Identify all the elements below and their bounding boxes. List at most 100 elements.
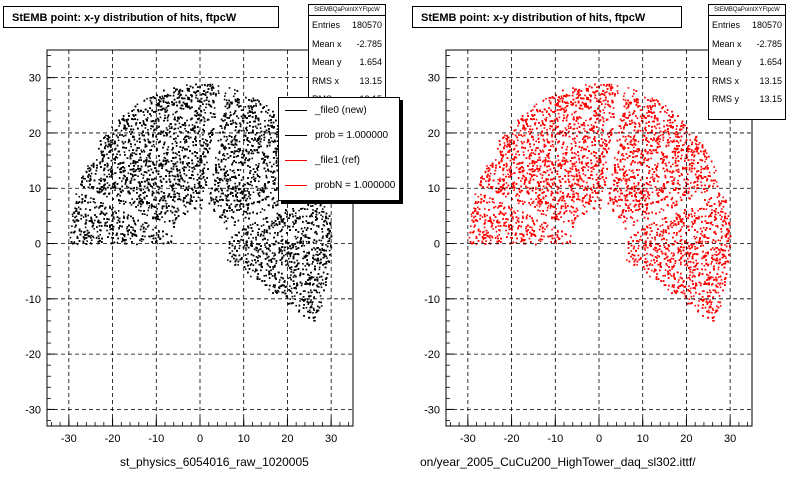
hit-point <box>174 116 176 118</box>
hit-point <box>261 230 264 233</box>
hit-point <box>143 171 146 173</box>
hit-point <box>263 209 266 211</box>
hit-point <box>156 127 158 129</box>
hit-point <box>249 141 251 143</box>
hit-point <box>246 240 248 242</box>
hit-point <box>138 170 141 173</box>
hit-point <box>294 235 297 238</box>
hit-point <box>265 105 268 107</box>
hit-point <box>316 232 318 235</box>
hit-point <box>276 136 278 138</box>
hit-point <box>250 263 253 265</box>
hit-point <box>164 157 167 160</box>
hit-point <box>268 248 270 250</box>
hit-point <box>254 270 256 273</box>
hit-point <box>228 209 231 212</box>
hit-point <box>204 179 206 181</box>
hit-point <box>322 235 324 238</box>
hit-point <box>143 99 146 102</box>
hit-point <box>278 281 281 283</box>
hit-point <box>118 227 120 229</box>
hit-point <box>199 170 202 172</box>
hit-point <box>187 96 189 99</box>
hit-point <box>289 252 292 255</box>
hit-point <box>127 172 130 175</box>
hit-point <box>319 202 322 205</box>
hit-point <box>255 103 257 105</box>
hit-point <box>91 222 94 224</box>
hit-point <box>256 99 259 101</box>
hit-point <box>155 125 158 127</box>
hit-point <box>106 182 109 184</box>
hit-point <box>114 189 116 191</box>
hit-point <box>314 320 316 322</box>
hit-point <box>241 239 244 241</box>
hit-point <box>234 89 236 91</box>
hit-point <box>161 108 164 110</box>
hit-point <box>241 193 244 195</box>
hit-point <box>269 133 271 136</box>
hit-point <box>174 196 177 198</box>
hit-point <box>172 162 174 165</box>
hit-point <box>229 177 231 180</box>
hit-point <box>268 255 270 258</box>
hit-point <box>163 205 165 208</box>
hit-point <box>204 84 206 87</box>
hit-point <box>251 157 253 160</box>
hit-point <box>86 180 88 182</box>
hit-point <box>204 112 206 114</box>
hit-point <box>122 200 125 202</box>
hit-point <box>218 92 220 94</box>
hit-point <box>220 178 223 181</box>
hit-point <box>246 209 249 211</box>
hit-point <box>219 177 222 180</box>
hit-point <box>316 278 319 280</box>
hit-point <box>186 98 189 100</box>
hit-point <box>92 187 94 190</box>
hit-point <box>142 188 145 191</box>
hit-point <box>206 161 208 164</box>
hit-point <box>252 269 254 272</box>
hit-point <box>128 190 130 192</box>
hit-point <box>218 150 221 153</box>
hit-point <box>100 150 103 153</box>
hit-point <box>266 239 269 241</box>
hit-point <box>321 279 324 281</box>
hit-point <box>130 125 133 127</box>
hit-point <box>274 177 277 180</box>
hit-point <box>229 179 232 182</box>
hit-point <box>95 205 98 208</box>
hit-point <box>144 235 146 238</box>
hit-point <box>156 160 158 163</box>
hit-point <box>136 140 138 143</box>
hit-point <box>272 182 275 185</box>
hit-point <box>320 282 322 285</box>
hit-point <box>320 283 322 286</box>
hit-point <box>299 272 302 274</box>
hit-point <box>135 122 138 124</box>
hit-point <box>84 178 86 180</box>
hit-point <box>302 240 304 243</box>
hit-point <box>254 138 257 141</box>
hit-point <box>291 291 293 294</box>
hit-point <box>305 215 308 218</box>
hit-point <box>313 309 315 311</box>
hit-point <box>147 154 149 157</box>
hit-point <box>82 240 84 243</box>
hit-point <box>224 148 226 151</box>
hit-point <box>281 250 283 252</box>
hit-point <box>138 147 140 149</box>
hit-point <box>225 147 227 149</box>
hit-point <box>122 190 124 192</box>
hit-point <box>313 289 315 291</box>
hit-point <box>305 240 308 243</box>
hit-point <box>132 226 134 229</box>
hit-point <box>327 240 329 243</box>
hit-point <box>295 304 297 307</box>
hit-point <box>118 120 121 123</box>
hit-point <box>228 199 230 202</box>
hit-point <box>247 231 249 233</box>
hit-point <box>172 183 174 186</box>
hit-point <box>270 137 272 139</box>
hit-point <box>202 190 205 192</box>
